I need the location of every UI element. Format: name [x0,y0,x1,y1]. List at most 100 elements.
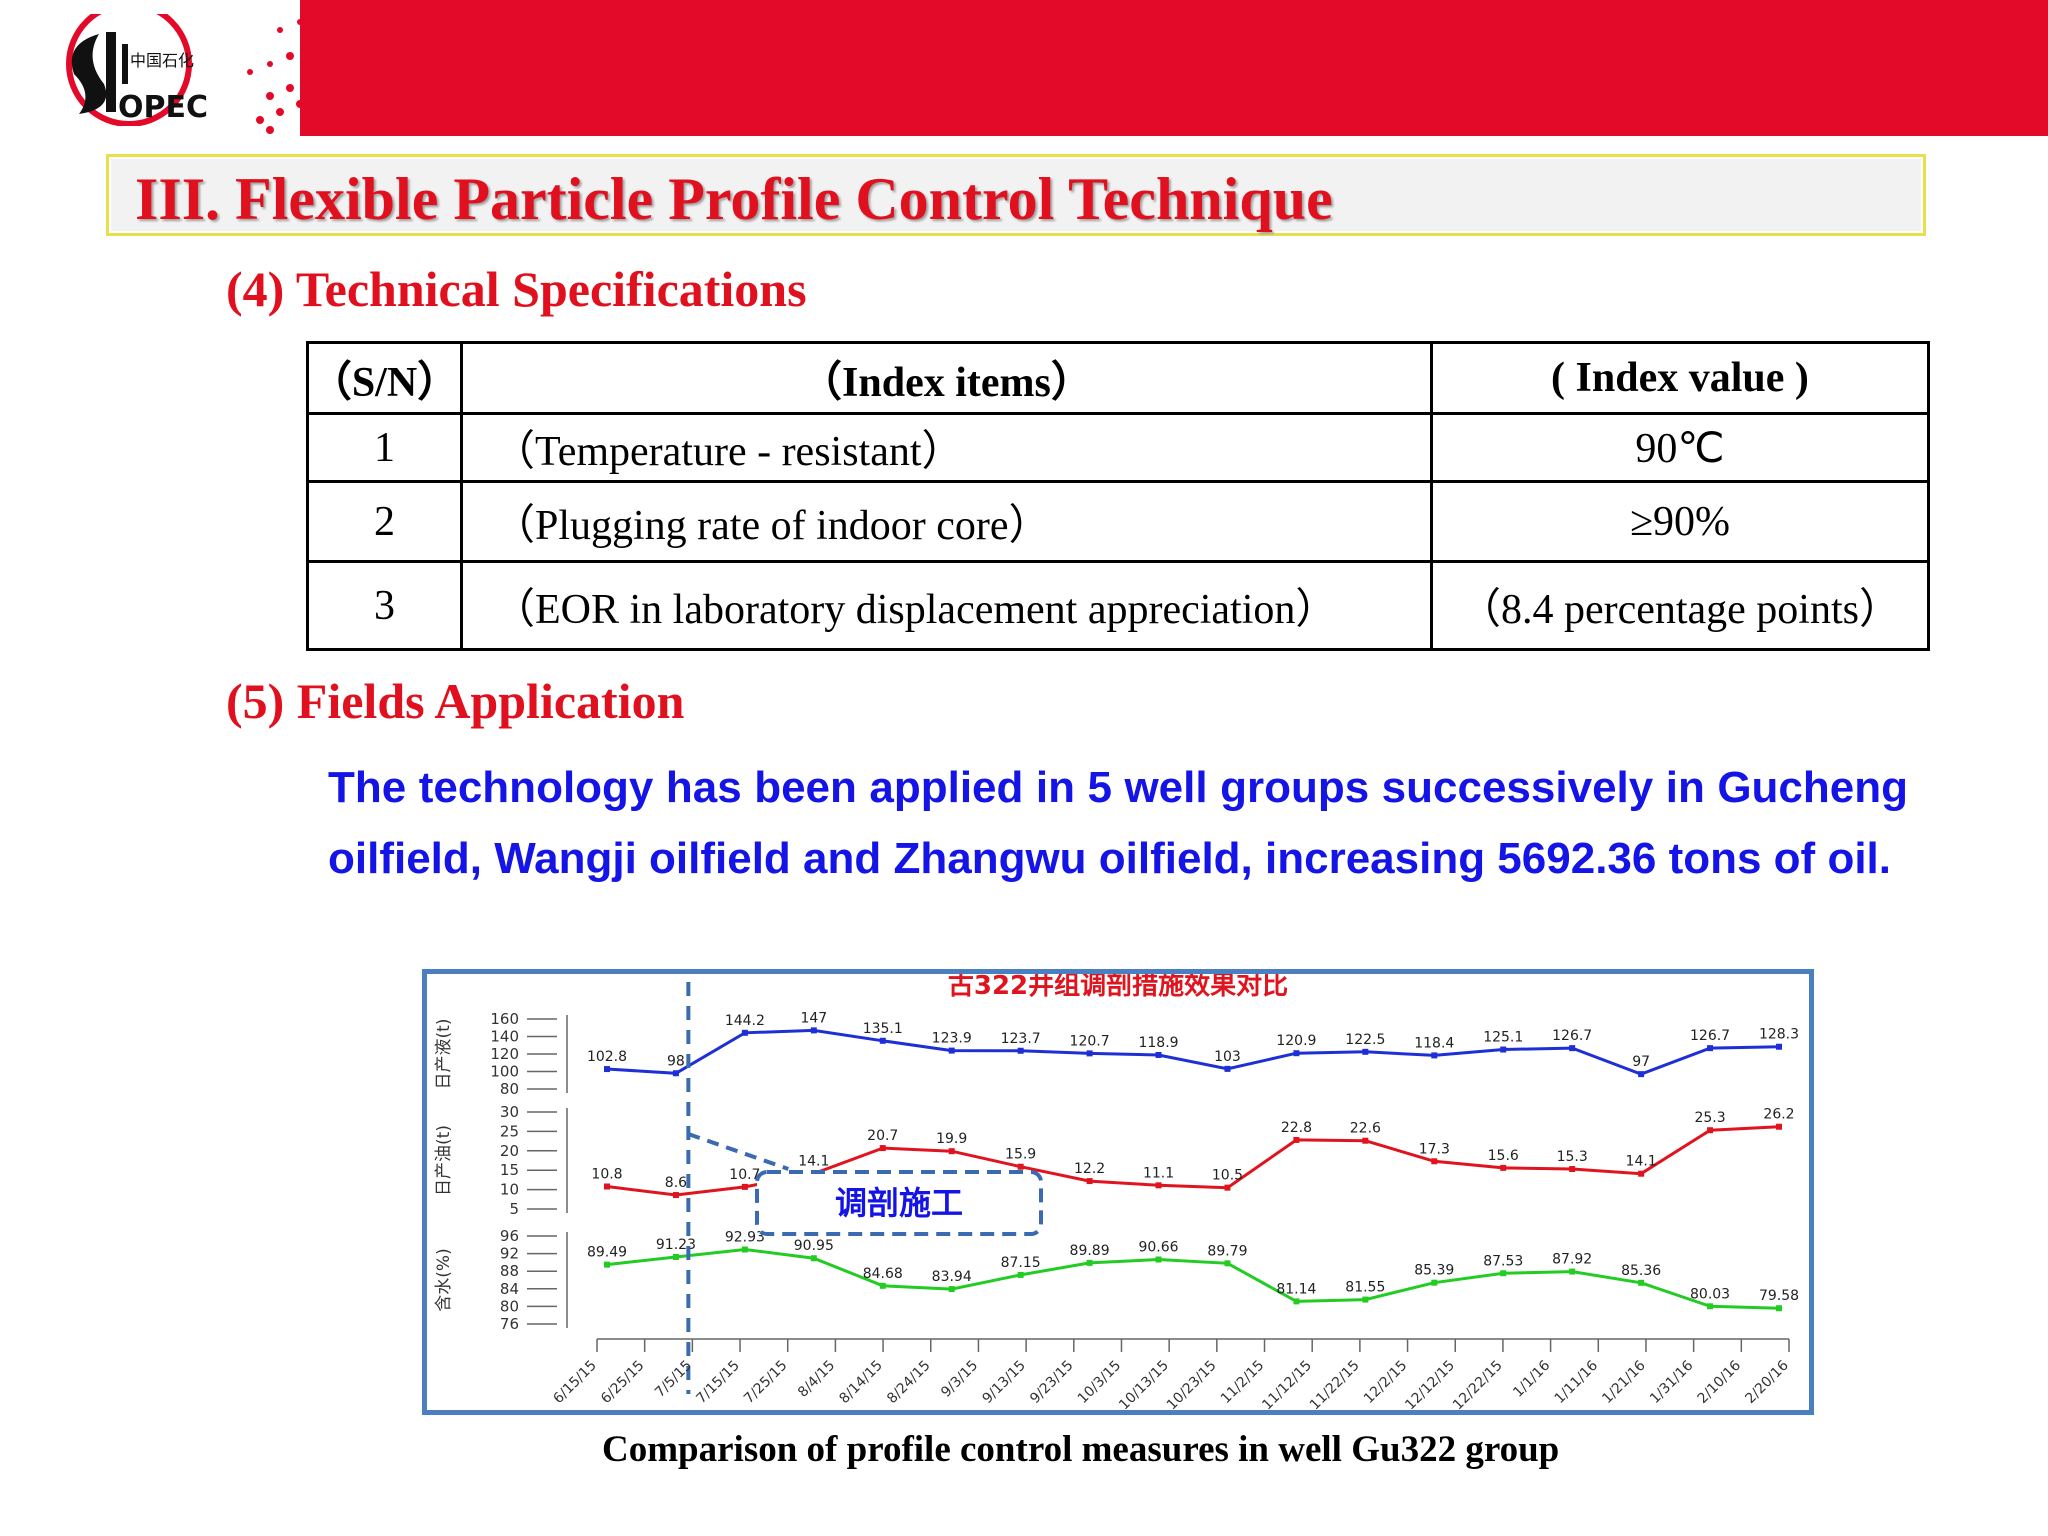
x-tick-label: 12/22/15 [1450,1358,1506,1410]
x-tick-label: 6/15/15 [550,1358,599,1407]
section-heading-fields: (5) Fields Application [226,673,685,729]
x-tick-label: 9/3/15 [938,1358,981,1401]
x-tick-label: 10/23/15 [1164,1358,1220,1410]
data-label: 12.2 [1074,1161,1105,1177]
data-label: 25.3 [1694,1110,1725,1126]
data-point [1155,1051,1162,1058]
data-point [1155,1256,1162,1263]
data-point [1362,1048,1369,1055]
sinopec-logo: OPEC 中国石化 [66,14,208,126]
data-label: 126.7 [1690,1028,1730,1044]
table-row: 1 （Temperature - resistant） 90℃ [306,412,1931,483]
table-cell-sn: 3 [306,560,463,651]
data-point [1638,1279,1645,1286]
data-point [1224,1184,1231,1191]
section-heading-specs: (4) Technical Specifications [226,261,807,317]
x-tick-label: 8/14/15 [836,1358,885,1407]
data-point [1293,1050,1300,1057]
data-point [1017,1271,1024,1278]
data-label: 89.89 [1070,1243,1110,1259]
data-label: 80.03 [1690,1286,1730,1302]
data-label: 10.5 [1212,1168,1243,1184]
data-point [1707,1127,1714,1134]
data-label: 90.66 [1138,1239,1178,1255]
annotation-label: 调剖施工 [835,1184,963,1222]
data-point [672,1253,679,1260]
data-point [741,1246,748,1253]
header-red-band [300,0,2048,136]
data-point [1155,1182,1162,1189]
table-cell-item: （Plugging rate of indoor core） [459,480,1433,563]
data-point [1569,1045,1576,1052]
x-tick-label: 1/21/16 [1599,1357,1649,1407]
data-point [1638,1071,1645,1078]
data-point [1362,1296,1369,1303]
y-tick-label: 80 [500,1080,519,1098]
y-axis-label: 日产油(t) [434,1125,454,1196]
data-label: 120.7 [1070,1033,1110,1049]
data-point [1431,1158,1438,1165]
data-point [1362,1137,1369,1144]
table-cell-value: （8.4 percentage points） [1429,560,1931,651]
data-label: 85.39 [1414,1263,1454,1279]
data-label: 144.2 [725,1013,765,1029]
y-tick-label: 84 [500,1280,519,1298]
data-label: 10.8 [591,1166,622,1182]
data-label: 87.15 [1001,1255,1041,1271]
data-label: 15.9 [1005,1147,1036,1163]
data-point [1776,1043,1782,1050]
data-label: 11.1 [1143,1165,1174,1181]
data-label: 135.1 [863,1021,903,1037]
data-point [1707,1045,1714,1052]
data-label: 122.5 [1345,1032,1385,1048]
x-tick-label: 10/3/15 [1075,1358,1124,1407]
table-header-value: ( Index value ) [1429,341,1931,415]
chart-caption: Comparison of profile control measures i… [602,1429,1560,1470]
y-tick-label: 100 [490,1063,519,1081]
y-tick-label: 140 [490,1028,519,1046]
data-label: 91.23 [656,1237,696,1253]
x-tick-label: 2/20/16 [1742,1357,1792,1407]
data-label: 123.9 [932,1031,972,1047]
data-label: 15.3 [1557,1149,1588,1165]
y-axis-label: 日产液(t) [434,1019,454,1090]
data-point [1707,1303,1714,1310]
chart-title: 古322井组调剖措施效果对比 [948,974,1288,1001]
y-tick-label: 88 [500,1262,519,1280]
data-label: 8.6 [665,1175,687,1191]
data-point [1086,1178,1093,1185]
data-point [1224,1260,1231,1267]
header-dot-pattern [247,4,435,134]
annotation-leader [687,1132,790,1171]
slide-title: III. Flexible Particle Profile Control T… [135,166,1333,232]
data-label: 125.1 [1483,1030,1523,1046]
x-tick-label: 8/24/15 [884,1358,933,1407]
y-tick-label: 20 [500,1142,519,1160]
x-tick-label: 9/23/15 [1027,1358,1076,1407]
data-point [1638,1170,1645,1177]
table-cell-sn: 1 [306,412,463,483]
chart-frame: 古322井组调剖措施效果对比 日产液(t) 160 140 120 100 80 102.8 9… [422,969,1814,1415]
data-point [1776,1305,1782,1312]
y-tick-label: 80 [500,1297,519,1315]
data-point [1431,1052,1438,1059]
header-bar: OPEC 中国石化 [0,0,2048,136]
y-tick-label: 10 [500,1181,519,1199]
data-label: 85.36 [1621,1263,1661,1279]
data-point [1293,1298,1300,1305]
data-label: 22.6 [1350,1121,1381,1137]
data-point [1293,1136,1300,1143]
x-tick-label: 9/13/15 [979,1358,1028,1407]
data-point [1569,1268,1576,1275]
data-point [1017,1047,1024,1054]
table-header-sn: （S/N） [306,341,463,415]
table-cell-item: （Temperature - resistant） [459,412,1433,483]
data-label: 92.93 [725,1230,765,1246]
table-cell-item: （EOR in laboratory displacement apprecia… [459,560,1433,651]
data-label: 20.7 [867,1128,898,1144]
y-tick-label: 76 [500,1315,519,1333]
table-header-item: （Index items） [459,341,1433,415]
x-tick-label: 11/2/15 [1218,1358,1267,1407]
data-point [879,1145,886,1152]
y-tick-label: 15 [500,1161,519,1179]
